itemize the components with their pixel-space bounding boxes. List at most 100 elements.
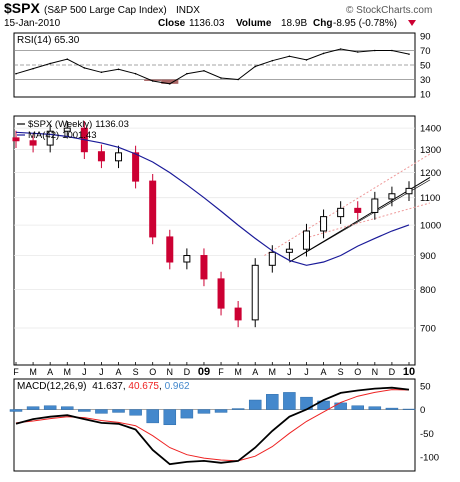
x-tick-label: A xyxy=(252,367,258,377)
macd-panel: 50 0 -50 -100 MACD(12,26,9) 41.637, 40.675,… xyxy=(9,378,439,472)
ma-42-line xyxy=(15,131,410,266)
macd-histogram-bar xyxy=(180,409,194,419)
macd-histogram-bar xyxy=(266,394,279,410)
price-tick-label: 1200 xyxy=(420,168,441,179)
rsi-tick-label: 90 xyxy=(420,32,431,43)
rsi-tick-label: 30 xyxy=(420,75,431,86)
macd-histogram-bar xyxy=(197,409,211,414)
chart-header: $SPX (S&P 500 Large Cap Index) INDX © St… xyxy=(4,0,432,29)
volume-label: Volume xyxy=(236,18,272,29)
macd-histogram-bar xyxy=(9,409,23,412)
x-tick-label: A xyxy=(321,367,327,377)
macd-histogram-bar xyxy=(351,405,364,410)
price-candle xyxy=(115,145,123,169)
macd-histogram-bar xyxy=(214,409,228,413)
x-tick-label: O xyxy=(149,367,156,377)
macd-signal-line xyxy=(15,389,410,462)
price-tick-label: 800 xyxy=(420,285,436,296)
legend-label: $SPX (Weekly) 1136.03 xyxy=(28,119,129,130)
price-candle xyxy=(354,201,362,220)
macd-histogram-bar xyxy=(95,409,108,414)
x-tick-label: A xyxy=(116,367,122,377)
histogram-value: 0.962 xyxy=(165,381,190,392)
x-tick-label: M xyxy=(269,367,277,377)
x-tick-label: M xyxy=(64,367,72,377)
price-tick-label: 1300 xyxy=(420,145,441,156)
price-panel: 1400 1300 1200 1100 1000 900 800 700 $SPX (Week… xyxy=(12,115,441,366)
price-tick-label: 1000 xyxy=(420,221,441,232)
x-tick-label: M xyxy=(29,367,37,377)
rsi-tick-label: 50 xyxy=(420,61,431,72)
price-candle xyxy=(268,245,276,273)
x-tick-label: D xyxy=(389,367,396,377)
chg-label: Chg xyxy=(313,18,332,29)
legend-label: MA(42) 1001.43 xyxy=(28,130,97,141)
x-tick-label: F xyxy=(13,367,19,377)
macd-histogram-bar xyxy=(61,406,74,410)
signal-value: 40.675 xyxy=(128,381,159,392)
price-tick-label: 700 xyxy=(420,324,436,335)
price-candle xyxy=(183,248,191,270)
price-candle xyxy=(63,120,71,139)
price-panel-frame xyxy=(13,115,416,366)
macd-histogram-bar xyxy=(26,406,40,410)
close-value: 1136.03 xyxy=(189,18,225,29)
price-candle xyxy=(388,186,396,207)
rsi-title: RSI(14) 65.30 xyxy=(17,35,80,46)
macd-title: MACD(12,26,9) 41.637, 40.675, 0.962 xyxy=(17,381,190,392)
price-candle xyxy=(251,258,259,328)
macd-histogram-bar xyxy=(248,399,262,410)
price-candle xyxy=(46,124,54,153)
price-candle xyxy=(405,181,413,202)
volume-value: 18.9B xyxy=(281,18,307,29)
macd-line xyxy=(15,386,410,466)
macd-histogram-bar xyxy=(146,409,159,424)
price-tick-label: 1100 xyxy=(420,193,440,204)
x-tick-label: M xyxy=(234,367,242,377)
x-tick-label: S xyxy=(338,367,344,377)
x-tick-label: 10 xyxy=(403,366,415,378)
index-name: (S&P 500 Large Cap Index) xyxy=(44,5,167,16)
macd-histogram-bar xyxy=(163,409,177,426)
rsi-panel: 90 70 50 30 10 RSI(14) 65.30 xyxy=(13,32,431,101)
x-tick-label: J xyxy=(82,367,87,377)
stockcharts-brand: © StockCharts.com xyxy=(346,5,432,16)
price-candle xyxy=(166,229,174,270)
x-tick-label: J xyxy=(304,367,309,377)
price-candle xyxy=(132,145,140,189)
symbol: $SPX xyxy=(4,0,40,16)
price-candle xyxy=(217,271,225,316)
macd-histogram-bar xyxy=(43,405,57,410)
legend-name: MA(42) xyxy=(28,130,59,141)
close-label: Close xyxy=(158,18,186,29)
macd-histogram-bar xyxy=(231,408,245,410)
x-tick-label: J xyxy=(99,367,104,377)
legend-value: 1001.43 xyxy=(62,130,96,141)
x-tick-label: N xyxy=(167,367,174,377)
macd-histogram-bar xyxy=(368,406,382,410)
price-candle xyxy=(285,242,293,260)
price-tick-label: 900 xyxy=(420,251,436,262)
macd-tick-label: 50 xyxy=(420,381,431,392)
x-tick-label: O xyxy=(354,367,361,377)
macd-tick-label: -50 xyxy=(420,429,434,440)
month-axis: F M A M J J A S O N D 09 F M A M J J A S O N D 10 xyxy=(13,362,415,378)
macd-tick-label: -100 xyxy=(420,453,439,464)
legend-value: 1136.03 xyxy=(95,119,129,130)
price-tick-label: 1400 xyxy=(420,124,441,135)
x-tick-label: 09 xyxy=(198,366,210,378)
price-candle xyxy=(12,130,20,149)
macd-panel-frame xyxy=(13,378,416,472)
rsi-tick-label: 70 xyxy=(420,46,431,57)
macd-sep-2: , xyxy=(159,381,165,392)
x-tick-label: F xyxy=(218,367,224,377)
channel-dotted-line xyxy=(309,202,431,238)
chg-value: -8.95 (-0.78%) xyxy=(333,18,397,29)
x-tick-label: J xyxy=(287,367,292,377)
macd-histogram-bar xyxy=(334,402,347,410)
macd-histogram-bar xyxy=(78,409,91,412)
price-candle xyxy=(234,300,242,328)
price-candle xyxy=(149,173,157,245)
